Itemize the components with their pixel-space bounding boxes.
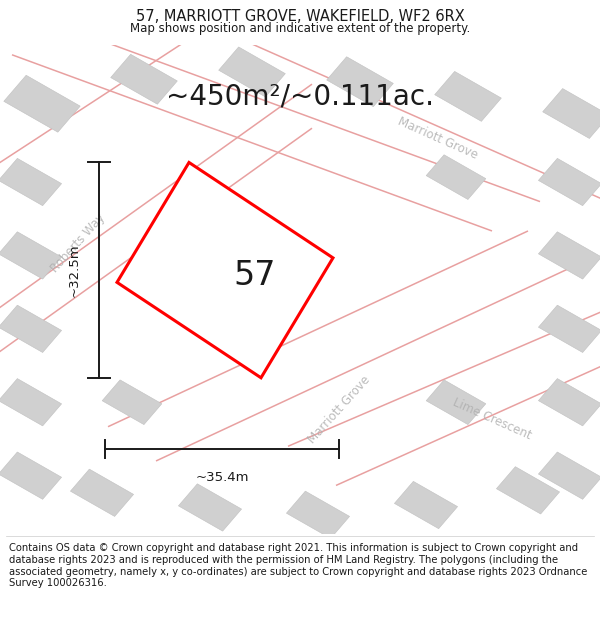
Polygon shape — [0, 379, 62, 426]
Polygon shape — [394, 481, 458, 529]
Polygon shape — [286, 491, 350, 539]
Polygon shape — [4, 75, 80, 132]
Polygon shape — [538, 158, 600, 206]
Polygon shape — [70, 469, 134, 516]
Polygon shape — [426, 380, 486, 424]
Text: Lime Crescent: Lime Crescent — [451, 396, 533, 442]
Text: Marriott Grove: Marriott Grove — [305, 373, 373, 446]
Polygon shape — [538, 452, 600, 499]
Polygon shape — [542, 89, 600, 139]
Polygon shape — [426, 155, 486, 199]
Text: ~35.4m: ~35.4m — [195, 471, 249, 484]
Text: Contains OS data © Crown copyright and database right 2021. This information is : Contains OS data © Crown copyright and d… — [9, 543, 587, 588]
Polygon shape — [538, 379, 600, 426]
Polygon shape — [0, 305, 62, 352]
Polygon shape — [538, 305, 600, 352]
Text: 57: 57 — [234, 259, 276, 291]
Polygon shape — [110, 54, 178, 104]
Polygon shape — [178, 484, 242, 531]
Polygon shape — [102, 380, 162, 424]
Polygon shape — [0, 452, 62, 499]
Text: ~32.5m: ~32.5m — [68, 243, 81, 297]
Polygon shape — [326, 57, 394, 107]
Text: ~450m²/~0.111ac.: ~450m²/~0.111ac. — [166, 82, 434, 111]
Polygon shape — [0, 158, 62, 206]
Polygon shape — [117, 162, 333, 378]
Polygon shape — [218, 47, 286, 97]
Text: 57, MARRIOTT GROVE, WAKEFIELD, WF2 6RX: 57, MARRIOTT GROVE, WAKEFIELD, WF2 6RX — [136, 9, 464, 24]
Polygon shape — [0, 232, 62, 279]
Text: Marriott Grove: Marriott Grove — [396, 114, 480, 161]
Text: Map shows position and indicative extent of the property.: Map shows position and indicative extent… — [130, 22, 470, 35]
Polygon shape — [434, 71, 502, 121]
Text: Roberts Way: Roberts Way — [49, 211, 107, 275]
Polygon shape — [496, 467, 560, 514]
Polygon shape — [538, 232, 600, 279]
